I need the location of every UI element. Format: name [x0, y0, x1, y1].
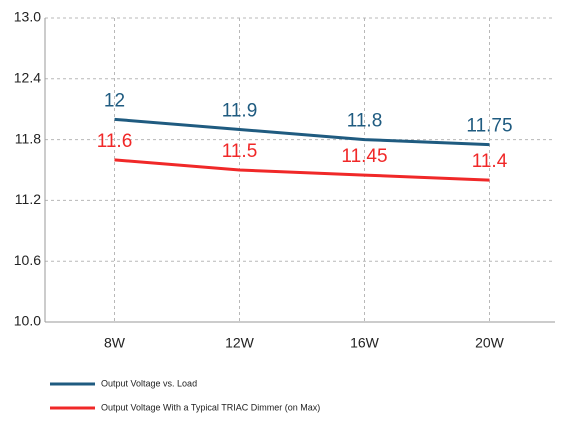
y-tick-label: 11.8 [15, 130, 41, 146]
y-tick-label: 10.6 [14, 252, 41, 268]
series-line [114, 117, 490, 147]
legend-label: Output Voltage With a Typical TRIAC Dimm… [101, 402, 320, 412]
data-label: 12 [104, 90, 125, 111]
data-label: 11.8 [347, 111, 383, 132]
data-label: 11.75 [466, 116, 512, 137]
y-tick-label: 13.0 [14, 9, 41, 25]
y-tick-label: 10.0 [14, 313, 41, 329]
data-label: 11.45 [341, 146, 387, 167]
data-label: 11.5 [222, 141, 258, 162]
data-label: 11.9 [222, 100, 258, 121]
y-tick-label: 11.2 [15, 191, 41, 207]
data-label: 11.4 [472, 151, 508, 172]
y-tick-label: 12.4 [14, 70, 41, 86]
x-tick-label: 12W [225, 335, 255, 351]
legend-label: Output Voltage vs. Load [101, 378, 197, 388]
x-tick-label: 16W [350, 335, 380, 351]
data-label: 11.6 [97, 131, 133, 152]
x-tick-label: 20W [475, 335, 505, 351]
x-tick-label: 8W [104, 335, 126, 351]
series-line [114, 158, 490, 182]
